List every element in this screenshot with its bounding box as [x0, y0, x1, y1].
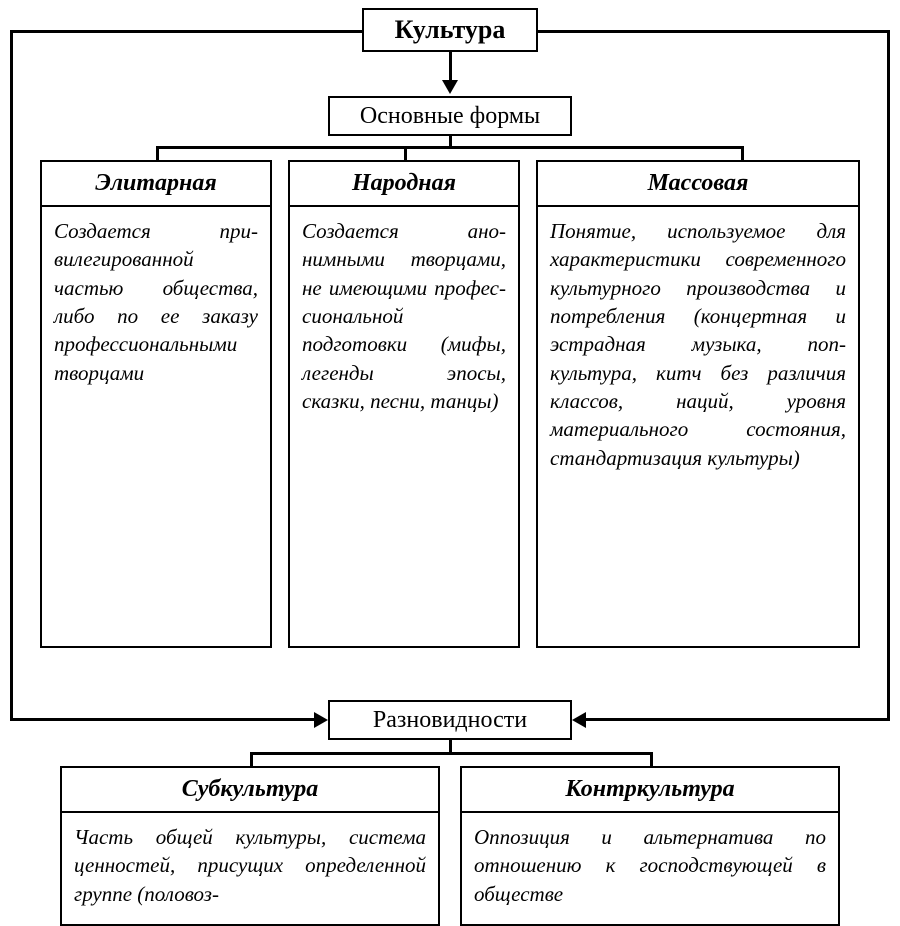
root-label: Культура: [395, 15, 506, 45]
connector: [10, 30, 362, 33]
column-subculture: Субкультура Часть общей культуры, сис­те…: [60, 766, 440, 926]
column-counterculture: Контркультура Оппозиция и альтернати­ва …: [460, 766, 840, 926]
column-body: Понятие, используе­мое для характерис­ти…: [538, 207, 858, 482]
column-body: Оппозиция и альтернати­ва по отношению к…: [462, 813, 838, 918]
connector: [404, 146, 407, 160]
column-head: Массовая: [538, 162, 858, 207]
col4-body: Часть общей культуры, сис­тема ценностей…: [74, 825, 426, 906]
connector: [10, 718, 316, 721]
col2-body: Создается ано­нимными твор­цами, не имею…: [302, 219, 506, 413]
col5-body: Оппозиция и альтернати­ва по отношению к…: [474, 825, 826, 906]
root-node: Культура: [362, 8, 538, 52]
column-folk: Народная Создается ано­нимными твор­цами…: [288, 160, 520, 648]
section1-label: Основные формы: [360, 103, 540, 130]
connector: [650, 752, 653, 766]
connector: [10, 30, 13, 720]
arrow-down-icon: [442, 80, 458, 94]
column-head: Элитарная: [42, 162, 270, 207]
column-body: Создается ано­нимными твор­цами, не имею…: [290, 207, 518, 425]
column-body: Часть общей культуры, сис­тема ценностей…: [62, 813, 438, 918]
connector: [741, 146, 744, 160]
col3-body: Понятие, используе­мое для характерис­ти…: [550, 219, 846, 470]
connector: [538, 30, 890, 33]
column-body: Создается при­вилегированной частью обще…: [42, 207, 270, 397]
col3-head: Массовая: [648, 170, 749, 196]
connector: [584, 718, 890, 721]
section1-node: Основные формы: [328, 96, 572, 136]
col1-head: Элитарная: [95, 170, 216, 196]
connector: [250, 752, 650, 755]
connector: [887, 30, 890, 720]
arrow-left-icon: [572, 712, 586, 728]
arrow-right-icon: [314, 712, 328, 728]
column-head: Субкультура: [62, 768, 438, 813]
connector: [156, 146, 744, 149]
connector: [449, 136, 452, 146]
column-head: Народная: [290, 162, 518, 207]
column-mass: Массовая Понятие, используе­мое для хара…: [536, 160, 860, 648]
section2-label: Разновидности: [373, 707, 527, 734]
col2-head: Народная: [352, 170, 456, 196]
section2-node: Разновидности: [328, 700, 572, 740]
col5-head: Контркультура: [565, 776, 734, 802]
col1-body: Создается при­вилегированной частью обще…: [54, 219, 258, 385]
connector: [449, 740, 452, 752]
connector: [250, 752, 253, 766]
connector: [156, 146, 159, 160]
connector: [449, 52, 452, 82]
col4-head: Субкультура: [182, 776, 319, 802]
column-head: Контркультура: [462, 768, 838, 813]
column-elite: Элитарная Создается при­вилегированной ч…: [40, 160, 272, 648]
